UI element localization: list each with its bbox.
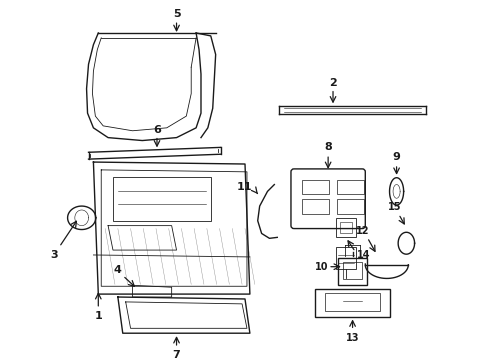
- Text: 9: 9: [392, 152, 400, 162]
- Bar: [336, 247, 356, 269]
- Text: 15: 15: [388, 202, 401, 212]
- Bar: [113, 177, 211, 221]
- Bar: [343, 262, 363, 279]
- Text: 10: 10: [315, 262, 328, 272]
- Bar: [337, 180, 364, 194]
- Bar: [325, 293, 380, 311]
- Bar: [336, 218, 356, 237]
- Bar: [302, 180, 329, 194]
- Text: 12: 12: [356, 225, 369, 235]
- Text: 7: 7: [172, 350, 180, 360]
- Text: 6: 6: [153, 125, 161, 135]
- Text: 3: 3: [50, 250, 58, 260]
- Text: 1: 1: [95, 311, 102, 321]
- Bar: [302, 199, 329, 214]
- Text: 8: 8: [324, 143, 332, 152]
- Text: 2: 2: [329, 78, 337, 88]
- Text: 4: 4: [114, 265, 122, 275]
- Text: 5: 5: [173, 9, 180, 19]
- Bar: [337, 199, 364, 214]
- Bar: [340, 222, 352, 233]
- Bar: [338, 258, 367, 285]
- Text: 14: 14: [357, 250, 370, 260]
- Text: 13: 13: [346, 333, 359, 343]
- Bar: [316, 289, 390, 316]
- Text: 11: 11: [236, 181, 252, 192]
